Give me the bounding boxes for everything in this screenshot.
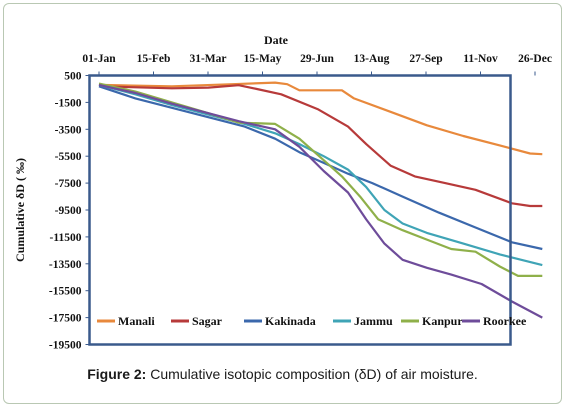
- series-line-roorkee: [98, 83, 543, 319]
- y-axis-title: Cumulative δD ( ‰): [13, 158, 27, 262]
- y-tick-label: -3500: [55, 124, 82, 136]
- caption-text: Cumulative isotopic composition (δD) of …: [146, 366, 478, 382]
- legend-label-sagar: Sagar: [192, 314, 223, 328]
- x-tick-label: 11-Nov: [463, 53, 498, 65]
- x-tick-label: 15-May: [244, 53, 282, 65]
- y-tick-label: -9500: [55, 205, 82, 217]
- y-tick-label: -1500: [55, 97, 82, 109]
- x-axis-ticks: 01-Jan 15-Feb 31-Mar 15-May 29-Jun 13-Aug 27-S…: [82, 53, 552, 76]
- series-line-manali: [98, 81, 543, 156]
- x-tick-label: 15-Feb: [137, 53, 171, 65]
- y-tick-label: -19500: [49, 340, 82, 352]
- caption-label: Figure 2:: [87, 366, 147, 382]
- x-tick-label: 13-Aug: [354, 53, 390, 65]
- y-tick-label: -11500: [50, 232, 82, 244]
- y-tick-label: -15500: [49, 286, 82, 298]
- figure-frame: [3, 3, 562, 404]
- figure-caption: Figure 2: Cumulative isotopic compositio…: [0, 366, 565, 382]
- legend-label-kanpur: Kanpur: [422, 314, 463, 328]
- x-tick-label: 27-Sep: [409, 53, 442, 65]
- legend-label-kakinada: Kakinada: [265, 314, 316, 328]
- legend: Manali Sagar Kakinada Jammu Kanpur Roorkee: [97, 314, 527, 328]
- y-tick-label: 500: [64, 71, 82, 83]
- legend-label-roorkee: Roorkee: [483, 314, 527, 328]
- series-line-kakinada: [98, 85, 543, 251]
- x-axis-title: Date: [264, 33, 289, 47]
- y-tick-label: -7500: [55, 178, 82, 190]
- y-axis-ticks: 500 -1500 -3500 -5500 -7500 -9500 -11500 -13500…: [49, 71, 90, 352]
- x-tick-label: 31-Mar: [189, 53, 226, 65]
- legend-label-jammu: Jammu: [354, 314, 393, 328]
- series-line-sagar: [98, 84, 543, 208]
- y-tick-label: -17500: [49, 313, 82, 325]
- series-line-jammu: [98, 83, 543, 267]
- x-tick-label: 29-Jun: [300, 53, 334, 65]
- y-tick-label: -13500: [49, 259, 82, 271]
- series-lines: [98, 81, 543, 319]
- x-tick-label: 01-Jan: [82, 53, 116, 65]
- x-tick-label: 26-Dec: [518, 53, 552, 65]
- legend-label-manali: Manali: [118, 314, 155, 328]
- y-tick-label: -5500: [55, 151, 82, 163]
- plot-area-frame: [88, 74, 512, 346]
